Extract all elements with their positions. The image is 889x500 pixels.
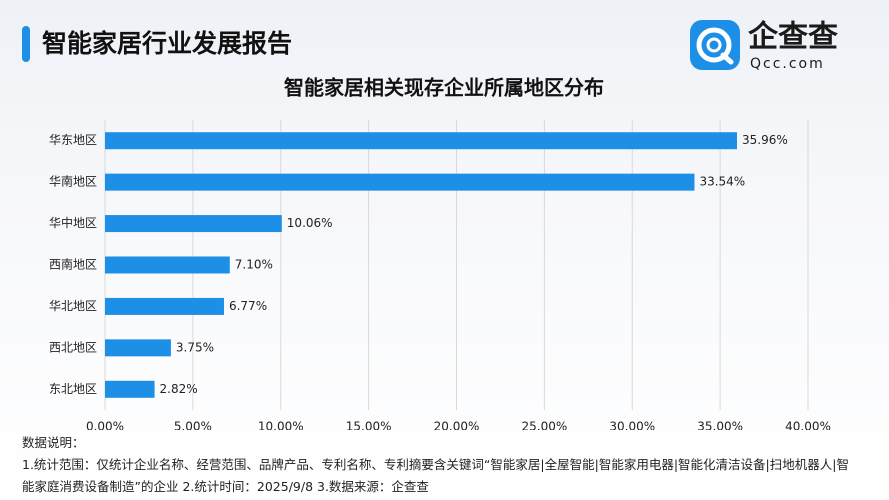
x-tick-label: 0.00% [86,420,124,431]
notes-text: 1.统计范围：仅统计企业名称、经营范围、品牌产品、专利名称、专利摘要含关键词“智… [22,457,849,494]
x-tick-label: 5.00% [174,420,212,431]
y-tick-label: 华中地区 [49,215,97,230]
x-tick-label: 15.00% [346,420,392,431]
y-tick-label: 华南地区 [49,174,97,189]
title-accent [22,26,30,62]
logo: 企查查 Qcc.com [690,20,838,72]
value-label: 7.10% [235,258,273,272]
x-tick-label: 40.00% [785,420,831,431]
y-tick-label: 西南地区 [49,257,97,272]
report-title: 智能家居行业发展报告 [42,29,292,58]
notes-heading: 数据说明： [22,435,85,450]
logo-handle [720,52,734,65]
y-tick-label: 华北地区 [49,299,97,313]
bar [105,339,171,357]
x-tick-label: 25.00% [521,420,567,431]
value-label: 3.75% [176,340,214,354]
bar [105,297,224,315]
logo-ring [696,27,732,63]
x-tick-label: 10.00% [258,420,304,431]
logo-domain: Qcc.com [750,56,825,72]
value-label: 2.82% [160,382,198,396]
y-tick-label: 华东地区 [49,133,97,147]
y-tick-label: 东北地区 [49,382,97,396]
value-label: 35.96% [742,133,788,147]
y-tick-label: 西北地区 [49,340,97,354]
chart: 智能家居行业发展报告 企查查 Qcc.com 智能家居相关现存企业所属地区分布 … [22,20,838,431]
bar [105,380,155,398]
x-tick-label: 30.00% [609,420,655,431]
x-tick-label: 35.00% [697,420,743,431]
logo-name: 企查查 [748,20,838,55]
bar [105,173,695,191]
chart-title: 智能家居相关现存企业所属地区分布 [284,76,604,100]
value-label: 6.77% [229,299,267,313]
x-tick-label: 20.00% [434,420,480,431]
bar [105,215,282,233]
value-label: 33.54% [699,175,745,189]
bar [105,132,737,150]
logo-inner [706,37,722,53]
bar [105,256,230,274]
value-label: 10.06% [287,216,333,230]
notes: 数据说明： 1.统计范围：仅统计企业名称、经营范围、品牌产品、专利名称、专利摘要… [22,432,852,498]
